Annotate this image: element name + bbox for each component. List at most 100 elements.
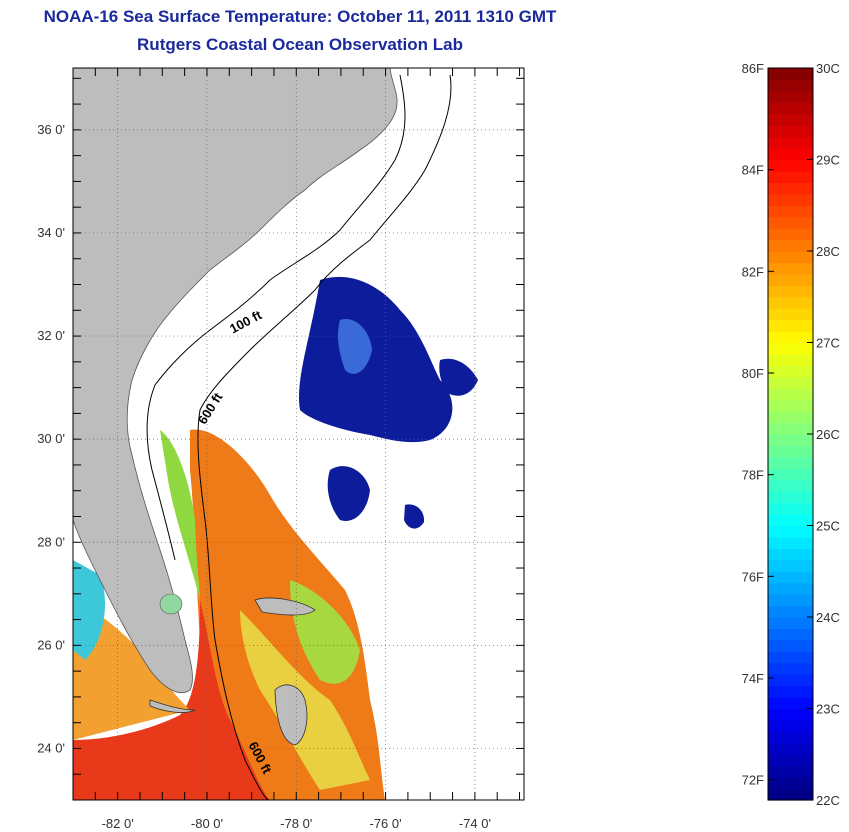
colorbar-swatch <box>768 731 813 744</box>
colorbar-swatch <box>768 228 813 241</box>
colorbar-swatch <box>768 571 813 584</box>
colorbar-swatch <box>768 445 813 458</box>
colorbar-swatch <box>768 788 813 801</box>
sst-cold-patch-south-small <box>404 504 425 529</box>
colorbar-swatch <box>768 342 813 355</box>
colorbar-swatch <box>768 136 813 149</box>
land-florida-keys <box>149 699 196 713</box>
colorbar-swatch <box>768 319 813 332</box>
colorbar-label-c: 25C <box>816 519 840 534</box>
lon-tick-label: -78 0' <box>280 816 312 831</box>
colorbar-swatch <box>768 479 813 492</box>
colorbar-swatch <box>768 273 813 286</box>
colorbar-swatch <box>768 262 813 275</box>
colorbar-swatch <box>768 594 813 607</box>
land-grand-bahama <box>254 597 316 616</box>
colorbar-label-c: 23C <box>816 702 840 717</box>
sst-cold-patch-east <box>439 358 478 396</box>
lat-tick-label: 30 0' <box>37 431 65 446</box>
colorbar-label-f: 86F <box>742 61 764 76</box>
colorbar-label-f: 80F <box>742 366 764 381</box>
lat-tick-label: 28 0' <box>37 534 65 549</box>
colorbar-swatch <box>768 102 813 115</box>
colorbar-label-f: 78F <box>742 468 764 483</box>
colorbar-swatch <box>768 399 813 412</box>
colorbar-swatch <box>768 331 813 344</box>
map-subtitle: Rutgers Coastal Ocean Observation Lab <box>137 35 463 54</box>
sst-shelf-green <box>160 430 200 600</box>
axis-ticks: 24 0' 26 0' 28 0' 30 0' 32 0' 34 0' 36 0' -82 0… <box>37 68 524 831</box>
colorbar-label-c: 28C <box>816 244 840 259</box>
map-title: NOAA-16 Sea Surface Temperature: October… <box>43 7 557 26</box>
sst-cold-patch-south <box>327 466 370 521</box>
lake-okeechobee <box>159 593 183 615</box>
lon-tick-label: -74 0' <box>459 816 491 831</box>
sst-florida-strait-hot <box>73 600 270 800</box>
colorbar-swatch <box>768 79 813 92</box>
colorbar-swatch <box>768 90 813 103</box>
colorbar-label-f: 74F <box>742 671 764 686</box>
colorbar-swatch <box>768 754 813 767</box>
colorbar-swatch <box>768 639 813 652</box>
colorbar-swatch <box>768 148 813 161</box>
colorbar-label-c: 22C <box>816 793 840 808</box>
colorbar-swatch <box>768 239 813 252</box>
map-content <box>73 68 524 800</box>
colorbar-label-c: 24C <box>816 610 840 625</box>
colorbar-swatch <box>768 491 813 504</box>
colorbar-label-f: 84F <box>742 163 764 178</box>
colorbar-swatch <box>768 777 813 790</box>
contour-600ft <box>197 74 452 800</box>
colorbar-swatch <box>768 708 813 721</box>
lat-tick-label: 34 0' <box>37 225 65 240</box>
colorbar-swatch <box>768 536 813 549</box>
colorbar-swatch <box>768 182 813 195</box>
colorbar-swatch <box>768 216 813 229</box>
colorbar-swatch <box>768 617 813 630</box>
colorbar-labels: 30C 29C 28C 27C 26C 25C 24C 23C 22C 86F 84F 82F 80F 7… <box>742 61 840 808</box>
lon-tick-label: -76 0' <box>370 816 402 831</box>
colorbar-swatch <box>768 296 813 309</box>
colorbar-swatch <box>768 456 813 469</box>
sst-cold-patch-inner <box>337 319 372 374</box>
colorbar-swatch <box>768 662 813 675</box>
colorbar-label-c: 30C <box>816 61 840 76</box>
lat-tick-label: 26 0' <box>37 637 65 652</box>
colorbar-swatch <box>768 582 813 595</box>
colorbar-label-f: 82F <box>742 264 764 279</box>
colorbar-swatch <box>768 411 813 424</box>
colorbar-swatch <box>768 113 813 126</box>
colorbar-label-f: 76F <box>742 569 764 584</box>
colorbar-swatch <box>768 170 813 183</box>
lat-tick-label: 36 0' <box>37 122 65 137</box>
lon-tick-label: -80 0' <box>191 816 223 831</box>
colorbar-swatch <box>768 628 813 641</box>
colorbar-swatch <box>768 674 813 687</box>
colorbar-label-c: 26C <box>816 427 840 442</box>
sst-shelf-cool <box>73 560 105 660</box>
colorbar-swatch <box>768 468 813 481</box>
colorbar-swatch <box>768 434 813 447</box>
colorbar-swatch <box>768 719 813 732</box>
lon-tick-label: -82 0' <box>102 816 134 831</box>
land-mainland <box>73 68 398 694</box>
colorbar-swatch <box>768 205 813 218</box>
lat-tick-label: 24 0' <box>37 740 65 755</box>
colorbar-swatch <box>768 308 813 321</box>
colorbar-swatch <box>768 388 813 401</box>
colorbar-swatch <box>768 422 813 435</box>
colorbar-swatch <box>768 742 813 755</box>
colorbar-label-c: 29C <box>816 153 840 168</box>
colorbar-swatch <box>768 685 813 698</box>
colorbar-swatch <box>768 353 813 366</box>
colorbar-swatch <box>768 68 813 81</box>
lat-tick-label: 32 0' <box>37 328 65 343</box>
colorbar-swatch <box>768 651 813 664</box>
colorbar-swatch <box>768 365 813 378</box>
colorbar-swatch <box>768 251 813 264</box>
colorbar-swatch <box>768 548 813 561</box>
colorbar-swatch <box>768 514 813 527</box>
colorbar-swatch <box>768 159 813 172</box>
contour-100ft <box>146 74 406 561</box>
